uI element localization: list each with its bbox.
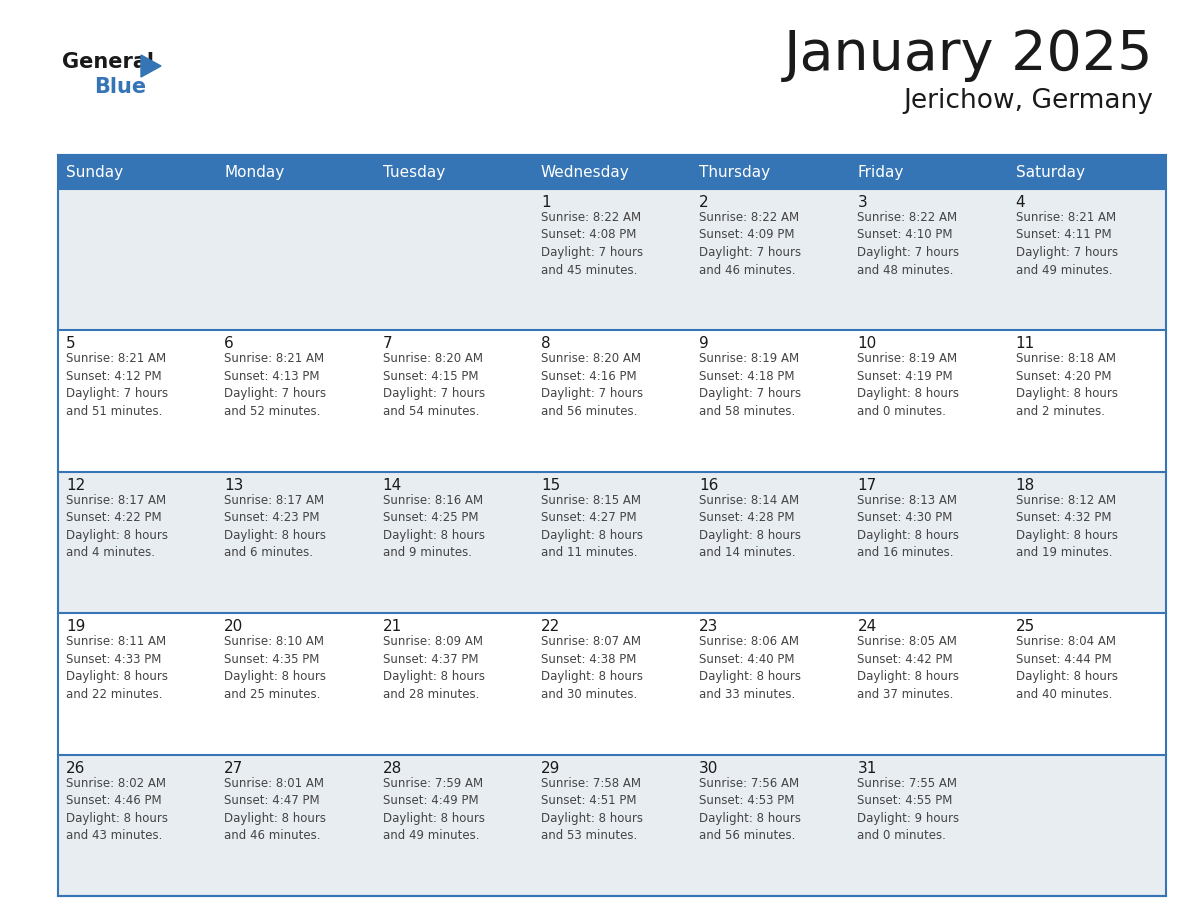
Text: 24: 24	[858, 620, 877, 634]
Text: 29: 29	[541, 761, 561, 776]
Text: Sunrise: 8:11 AM
Sunset: 4:33 PM
Daylight: 8 hours
and 22 minutes.: Sunrise: 8:11 AM Sunset: 4:33 PM Dayligh…	[67, 635, 168, 700]
Bar	[849, 155, 1007, 189]
Text: Monday: Monday	[225, 164, 285, 180]
Text: Sunrise: 8:05 AM
Sunset: 4:42 PM
Daylight: 8 hours
and 37 minutes.: Sunrise: 8:05 AM Sunset: 4:42 PM Dayligh…	[858, 635, 960, 700]
Text: 10: 10	[858, 336, 877, 352]
Text: Sunrise: 8:12 AM
Sunset: 4:32 PM
Daylight: 8 hours
and 19 minutes.: Sunrise: 8:12 AM Sunset: 4:32 PM Dayligh…	[1016, 494, 1118, 559]
Text: 11: 11	[1016, 336, 1035, 352]
Text: 18: 18	[1016, 477, 1035, 493]
Text: 28: 28	[383, 761, 402, 776]
Bar	[58, 189, 1165, 330]
Text: Sunrise: 8:22 AM
Sunset: 4:08 PM
Daylight: 7 hours
and 45 minutes.: Sunrise: 8:22 AM Sunset: 4:08 PM Dayligh…	[541, 211, 643, 276]
Text: Sunrise: 8:02 AM
Sunset: 4:46 PM
Daylight: 8 hours
and 43 minutes.: Sunrise: 8:02 AM Sunset: 4:46 PM Dayligh…	[67, 777, 168, 842]
Text: 26: 26	[67, 761, 86, 776]
Text: Sunrise: 8:17 AM
Sunset: 4:23 PM
Daylight: 8 hours
and 6 minutes.: Sunrise: 8:17 AM Sunset: 4:23 PM Dayligh…	[225, 494, 327, 559]
Text: 23: 23	[700, 620, 719, 634]
Text: Sunrise: 8:10 AM
Sunset: 4:35 PM
Daylight: 8 hours
and 25 minutes.: Sunrise: 8:10 AM Sunset: 4:35 PM Dayligh…	[225, 635, 327, 700]
Text: 12: 12	[67, 477, 86, 493]
Bar	[58, 472, 1165, 613]
Text: 19: 19	[67, 620, 86, 634]
Text: Thursday: Thursday	[700, 164, 770, 180]
Text: Sunrise: 8:20 AM
Sunset: 4:15 PM
Daylight: 7 hours
and 54 minutes.: Sunrise: 8:20 AM Sunset: 4:15 PM Dayligh…	[383, 353, 485, 418]
Text: Sunrise: 7:59 AM
Sunset: 4:49 PM
Daylight: 8 hours
and 49 minutes.: Sunrise: 7:59 AM Sunset: 4:49 PM Dayligh…	[383, 777, 485, 842]
Text: 22: 22	[541, 620, 560, 634]
Text: 1: 1	[541, 195, 550, 210]
Text: Sunrise: 8:07 AM
Sunset: 4:38 PM
Daylight: 8 hours
and 30 minutes.: Sunrise: 8:07 AM Sunset: 4:38 PM Dayligh…	[541, 635, 643, 700]
Text: Sunrise: 8:01 AM
Sunset: 4:47 PM
Daylight: 8 hours
and 46 minutes.: Sunrise: 8:01 AM Sunset: 4:47 PM Dayligh…	[225, 777, 327, 842]
Text: Jerichow, Germany: Jerichow, Germany	[903, 88, 1154, 114]
Text: Sunrise: 7:58 AM
Sunset: 4:51 PM
Daylight: 8 hours
and 53 minutes.: Sunrise: 7:58 AM Sunset: 4:51 PM Dayligh…	[541, 777, 643, 842]
Text: Sunrise: 8:21 AM
Sunset: 4:13 PM
Daylight: 7 hours
and 52 minutes.: Sunrise: 8:21 AM Sunset: 4:13 PM Dayligh…	[225, 353, 327, 418]
Text: 30: 30	[700, 761, 719, 776]
Text: 2: 2	[700, 195, 709, 210]
Text: Sunrise: 8:21 AM
Sunset: 4:12 PM
Daylight: 7 hours
and 51 minutes.: Sunrise: 8:21 AM Sunset: 4:12 PM Dayligh…	[67, 353, 169, 418]
Text: Sunrise: 8:15 AM
Sunset: 4:27 PM
Daylight: 8 hours
and 11 minutes.: Sunrise: 8:15 AM Sunset: 4:27 PM Dayligh…	[541, 494, 643, 559]
Text: Wednesday: Wednesday	[541, 164, 630, 180]
Text: Saturday: Saturday	[1016, 164, 1085, 180]
Bar	[691, 155, 849, 189]
Text: Sunrise: 8:14 AM
Sunset: 4:28 PM
Daylight: 8 hours
and 14 minutes.: Sunrise: 8:14 AM Sunset: 4:28 PM Dayligh…	[700, 494, 801, 559]
Text: January 2025: January 2025	[784, 28, 1154, 82]
Text: Sunrise: 8:06 AM
Sunset: 4:40 PM
Daylight: 8 hours
and 33 minutes.: Sunrise: 8:06 AM Sunset: 4:40 PM Dayligh…	[700, 635, 801, 700]
Text: 14: 14	[383, 477, 402, 493]
Bar	[58, 155, 1165, 896]
Text: 8: 8	[541, 336, 550, 352]
Text: Sunrise: 8:13 AM
Sunset: 4:30 PM
Daylight: 8 hours
and 16 minutes.: Sunrise: 8:13 AM Sunset: 4:30 PM Dayligh…	[858, 494, 960, 559]
Bar	[58, 330, 1165, 472]
Text: 3: 3	[858, 195, 867, 210]
Text: Friday: Friday	[858, 164, 904, 180]
Text: Sunrise: 8:21 AM
Sunset: 4:11 PM
Daylight: 7 hours
and 49 minutes.: Sunrise: 8:21 AM Sunset: 4:11 PM Dayligh…	[1016, 211, 1118, 276]
Bar	[58, 755, 1165, 896]
Text: 21: 21	[383, 620, 402, 634]
Text: Sunrise: 8:22 AM
Sunset: 4:10 PM
Daylight: 7 hours
and 48 minutes.: Sunrise: 8:22 AM Sunset: 4:10 PM Dayligh…	[858, 211, 960, 276]
Text: General: General	[62, 52, 154, 72]
Text: Sunrise: 7:56 AM
Sunset: 4:53 PM
Daylight: 8 hours
and 56 minutes.: Sunrise: 7:56 AM Sunset: 4:53 PM Dayligh…	[700, 777, 801, 842]
Text: Sunrise: 8:04 AM
Sunset: 4:44 PM
Daylight: 8 hours
and 40 minutes.: Sunrise: 8:04 AM Sunset: 4:44 PM Dayligh…	[1016, 635, 1118, 700]
Text: 13: 13	[225, 477, 244, 493]
Text: 15: 15	[541, 477, 560, 493]
Text: Sunrise: 8:22 AM
Sunset: 4:09 PM
Daylight: 7 hours
and 46 minutes.: Sunrise: 8:22 AM Sunset: 4:09 PM Dayligh…	[700, 211, 801, 276]
Text: Sunrise: 8:19 AM
Sunset: 4:18 PM
Daylight: 7 hours
and 58 minutes.: Sunrise: 8:19 AM Sunset: 4:18 PM Dayligh…	[700, 353, 801, 418]
Text: Sunday: Sunday	[67, 164, 124, 180]
Text: 16: 16	[700, 477, 719, 493]
Text: Tuesday: Tuesday	[383, 164, 444, 180]
Text: 6: 6	[225, 336, 234, 352]
Text: Sunrise: 7:55 AM
Sunset: 4:55 PM
Daylight: 9 hours
and 0 minutes.: Sunrise: 7:55 AM Sunset: 4:55 PM Dayligh…	[858, 777, 960, 842]
Text: 17: 17	[858, 477, 877, 493]
Text: 5: 5	[67, 336, 76, 352]
Bar	[374, 155, 533, 189]
Bar	[533, 155, 691, 189]
Bar	[58, 155, 216, 189]
Bar	[1007, 155, 1165, 189]
Text: 27: 27	[225, 761, 244, 776]
Polygon shape	[141, 55, 162, 77]
Text: Sunrise: 8:09 AM
Sunset: 4:37 PM
Daylight: 8 hours
and 28 minutes.: Sunrise: 8:09 AM Sunset: 4:37 PM Dayligh…	[383, 635, 485, 700]
Text: 4: 4	[1016, 195, 1025, 210]
Text: 25: 25	[1016, 620, 1035, 634]
Text: Sunrise: 8:20 AM
Sunset: 4:16 PM
Daylight: 7 hours
and 56 minutes.: Sunrise: 8:20 AM Sunset: 4:16 PM Dayligh…	[541, 353, 643, 418]
Text: Sunrise: 8:18 AM
Sunset: 4:20 PM
Daylight: 8 hours
and 2 minutes.: Sunrise: 8:18 AM Sunset: 4:20 PM Dayligh…	[1016, 353, 1118, 418]
Text: Sunrise: 8:17 AM
Sunset: 4:22 PM
Daylight: 8 hours
and 4 minutes.: Sunrise: 8:17 AM Sunset: 4:22 PM Dayligh…	[67, 494, 168, 559]
Text: 9: 9	[700, 336, 709, 352]
Text: 7: 7	[383, 336, 392, 352]
Text: Sunrise: 8:16 AM
Sunset: 4:25 PM
Daylight: 8 hours
and 9 minutes.: Sunrise: 8:16 AM Sunset: 4:25 PM Dayligh…	[383, 494, 485, 559]
Text: Sunrise: 8:19 AM
Sunset: 4:19 PM
Daylight: 8 hours
and 0 minutes.: Sunrise: 8:19 AM Sunset: 4:19 PM Dayligh…	[858, 353, 960, 418]
Text: Blue: Blue	[94, 77, 146, 97]
Bar	[58, 613, 1165, 755]
Text: 20: 20	[225, 620, 244, 634]
Text: 31: 31	[858, 761, 877, 776]
Bar	[216, 155, 374, 189]
